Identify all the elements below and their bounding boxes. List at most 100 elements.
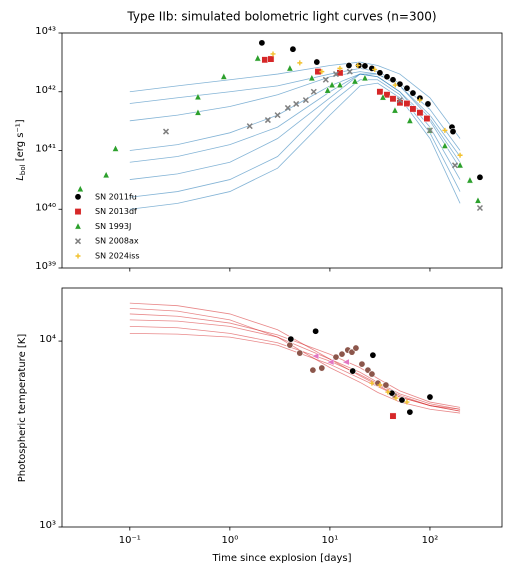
data-point xyxy=(341,358,350,366)
data-point xyxy=(361,73,369,82)
data-point xyxy=(391,106,399,114)
chart-title: Type IIb: simulated bolometric light cur… xyxy=(126,10,436,24)
data-point xyxy=(476,204,483,212)
data-point xyxy=(293,100,300,107)
data-point xyxy=(261,56,269,64)
data-point xyxy=(382,381,390,389)
model-curve xyxy=(129,67,461,151)
x-tick-label: 10⁻¹ xyxy=(119,535,141,546)
data-point xyxy=(379,93,387,101)
data-point xyxy=(270,51,276,57)
plot-area xyxy=(129,302,461,420)
data-point xyxy=(355,62,361,68)
data-point xyxy=(403,100,411,107)
y-tick-label: 10³⁹ xyxy=(35,261,56,272)
data-point xyxy=(406,408,414,416)
model-curve xyxy=(129,319,461,410)
y-label-main: L xyxy=(15,175,26,181)
data-point xyxy=(297,60,303,66)
data-point xyxy=(111,144,120,152)
data-point xyxy=(466,176,474,184)
data-point xyxy=(349,367,357,375)
data-point xyxy=(358,360,366,368)
legend-marker xyxy=(75,253,81,259)
data-point xyxy=(383,73,391,81)
data-point xyxy=(274,112,281,119)
data-point xyxy=(337,65,343,71)
data-point xyxy=(404,399,410,405)
data-point xyxy=(296,349,304,357)
data-point xyxy=(318,364,326,372)
data-point xyxy=(457,152,463,158)
data-point xyxy=(220,72,228,80)
data-point xyxy=(361,62,369,70)
legend-marker xyxy=(74,238,82,245)
data-point xyxy=(441,141,449,149)
legend-label: SN 2008ax xyxy=(95,237,139,246)
data-point xyxy=(456,161,464,169)
data-point xyxy=(389,412,397,420)
data-point xyxy=(346,68,353,75)
data-point xyxy=(324,86,332,94)
data-point xyxy=(376,88,384,96)
legend-marker xyxy=(74,222,82,230)
data-point xyxy=(302,97,309,104)
data-point xyxy=(264,117,271,124)
model-curve xyxy=(129,332,461,412)
data-point xyxy=(449,128,457,136)
data-point xyxy=(417,97,423,103)
data-point xyxy=(308,73,316,82)
data-point xyxy=(416,109,424,117)
data-point xyxy=(286,341,294,349)
data-point xyxy=(376,69,384,77)
y-label-rest: [erg s⁻¹] xyxy=(15,119,26,164)
data-point xyxy=(310,88,317,95)
data-point xyxy=(451,162,459,169)
x-tick-label: 10¹ xyxy=(322,535,339,546)
x-tick-label: 10² xyxy=(422,535,439,546)
model-curve xyxy=(129,307,461,414)
data-point xyxy=(309,366,317,374)
data-point xyxy=(76,184,84,193)
data-point xyxy=(286,64,294,72)
y-tick-label: 10⁴⁰ xyxy=(35,202,56,213)
data-point xyxy=(389,95,397,103)
data-point xyxy=(351,77,359,85)
data-point xyxy=(377,382,383,388)
data-point xyxy=(372,66,378,72)
data-point xyxy=(403,84,411,92)
data-point xyxy=(398,396,406,404)
x-axis-label: Time since explosion [days] xyxy=(212,553,352,564)
data-point xyxy=(352,344,360,352)
data-point xyxy=(258,39,266,47)
data-point xyxy=(332,353,340,361)
y-tick-label: 10⁴² xyxy=(35,85,56,96)
data-point xyxy=(388,389,396,397)
y-axis-label: Lbol [erg s⁻¹] xyxy=(15,119,27,180)
data-point xyxy=(246,123,253,130)
data-point xyxy=(383,91,391,99)
legend-label: SN 2013df xyxy=(95,207,137,216)
data-point xyxy=(328,80,336,89)
y-tick-label: 10⁴ xyxy=(39,334,56,345)
data-point xyxy=(396,97,403,104)
data-point xyxy=(474,196,482,204)
data-point xyxy=(368,370,376,378)
data-point xyxy=(409,89,417,97)
data-point xyxy=(322,76,329,83)
plot-area xyxy=(76,39,484,212)
y-tick-label: 10⁴³ xyxy=(35,26,56,37)
data-point xyxy=(336,80,344,89)
data-point xyxy=(476,173,484,181)
data-point xyxy=(423,115,431,122)
model-curve xyxy=(129,71,461,157)
data-point xyxy=(369,380,375,386)
data-point xyxy=(393,395,399,401)
legend-label: SN 1993J xyxy=(95,222,131,231)
data-point xyxy=(289,45,297,53)
data-point xyxy=(326,358,335,366)
data-point xyxy=(389,76,397,84)
legend-label: SN 2011fu xyxy=(95,192,137,201)
y-tick-label: 10⁴¹ xyxy=(35,144,56,155)
